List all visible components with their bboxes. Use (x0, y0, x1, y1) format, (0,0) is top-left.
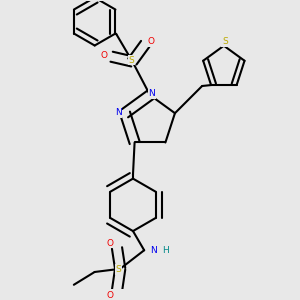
Text: S: S (222, 38, 228, 46)
Text: O: O (106, 291, 113, 300)
Text: S: S (129, 56, 134, 65)
Text: O: O (148, 37, 154, 46)
Text: N: N (115, 108, 122, 117)
Text: S: S (116, 265, 122, 274)
Text: O: O (100, 51, 107, 60)
Text: O: O (106, 239, 113, 248)
Text: N: N (148, 89, 155, 98)
Text: H: H (163, 246, 169, 255)
Text: N: N (150, 246, 157, 255)
